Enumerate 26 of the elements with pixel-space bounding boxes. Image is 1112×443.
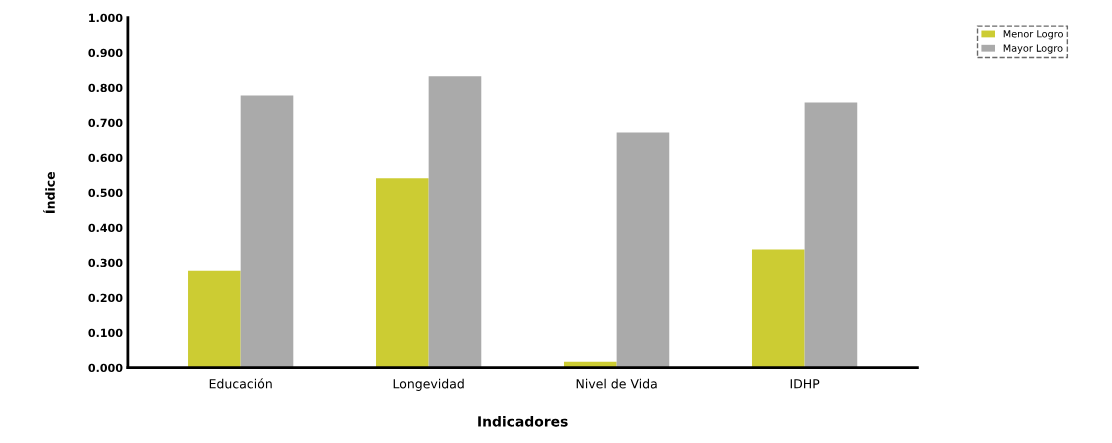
y-tick-label: 0.200 [88,293,123,303]
x-axis-title: Indicadores [478,415,568,427]
y-tick-label: 0.300 [88,258,123,268]
x-tick-label: Longevidad [393,378,464,391]
bar [804,102,858,368]
y-tick-label: 0.900 [88,48,123,58]
y-tick-label: 0.600 [88,153,123,163]
y-tick-label: 0.700 [88,118,123,128]
x-tick-label: Nivel de Vida [576,378,657,389]
bar [240,95,294,368]
legend-label: Mayor Logro [1003,44,1063,54]
x-tick-label: Educación [209,378,272,389]
x-tick-label: IDHP [790,379,820,389]
y-tick-label: 0.800 [88,83,123,93]
y-tick-label: 0.000 [88,363,123,373]
bar [616,132,670,368]
y-axis-title: Índice [43,171,55,213]
y-tick-label: 0.400 [88,223,123,233]
bar [751,249,805,368]
bar [376,178,429,368]
bar [428,76,482,368]
bar [188,270,241,368]
y-tick-label: 0.500 [88,188,123,198]
y-tick-label: 0.100 [88,328,123,338]
y-tick-label: 1.000 [89,13,123,23]
legend-label: Menor Logro [1003,30,1063,40]
